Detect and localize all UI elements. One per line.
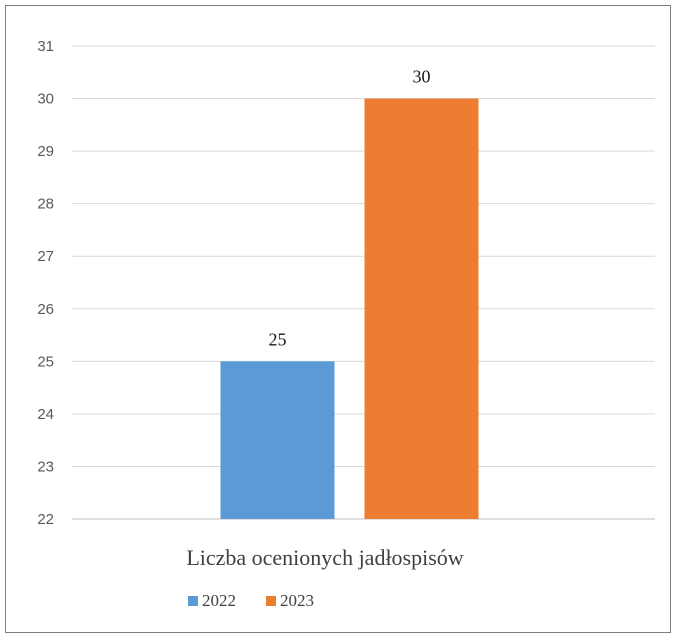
bar-2022: [220, 361, 335, 519]
x-axis: Liczba ocenionych jadłospisów: [186, 545, 463, 570]
y-tick-label-29: 29: [37, 143, 54, 160]
y-axis-ticks: 22 23 24 25 26 27 28 29 30 31: [37, 38, 54, 528]
legend: 2022 2023: [188, 591, 314, 610]
legend-label-2022: 2022: [202, 591, 236, 610]
y-tick-label-27: 27: [37, 248, 54, 265]
bars: [220, 98, 479, 520]
y-tick-label-30: 30: [37, 91, 54, 108]
y-tick-label-31: 31: [37, 38, 54, 55]
gridlines: [72, 45, 655, 520]
chart-frame: [5, 5, 671, 633]
bar-2023: [364, 98, 479, 520]
x-category-label: Liczba ocenionych jadłospisów: [186, 545, 463, 570]
y-tick-label-23: 23: [37, 458, 54, 475]
data-labels: 25 30: [269, 67, 431, 350]
data-label-2023: 30: [413, 67, 431, 87]
legend-label-2023: 2023: [280, 591, 314, 610]
data-label-2022: 25: [269, 329, 287, 349]
y-tick-label-25: 25: [37, 353, 54, 370]
y-tick-label-22: 22: [37, 511, 54, 528]
legend-swatch-2023: [266, 596, 276, 606]
legend-swatch-2022: [188, 596, 198, 606]
y-tick-label-28: 28: [37, 196, 54, 213]
y-tick-label-24: 24: [37, 406, 54, 423]
y-tick-label-26: 26: [37, 301, 54, 318]
